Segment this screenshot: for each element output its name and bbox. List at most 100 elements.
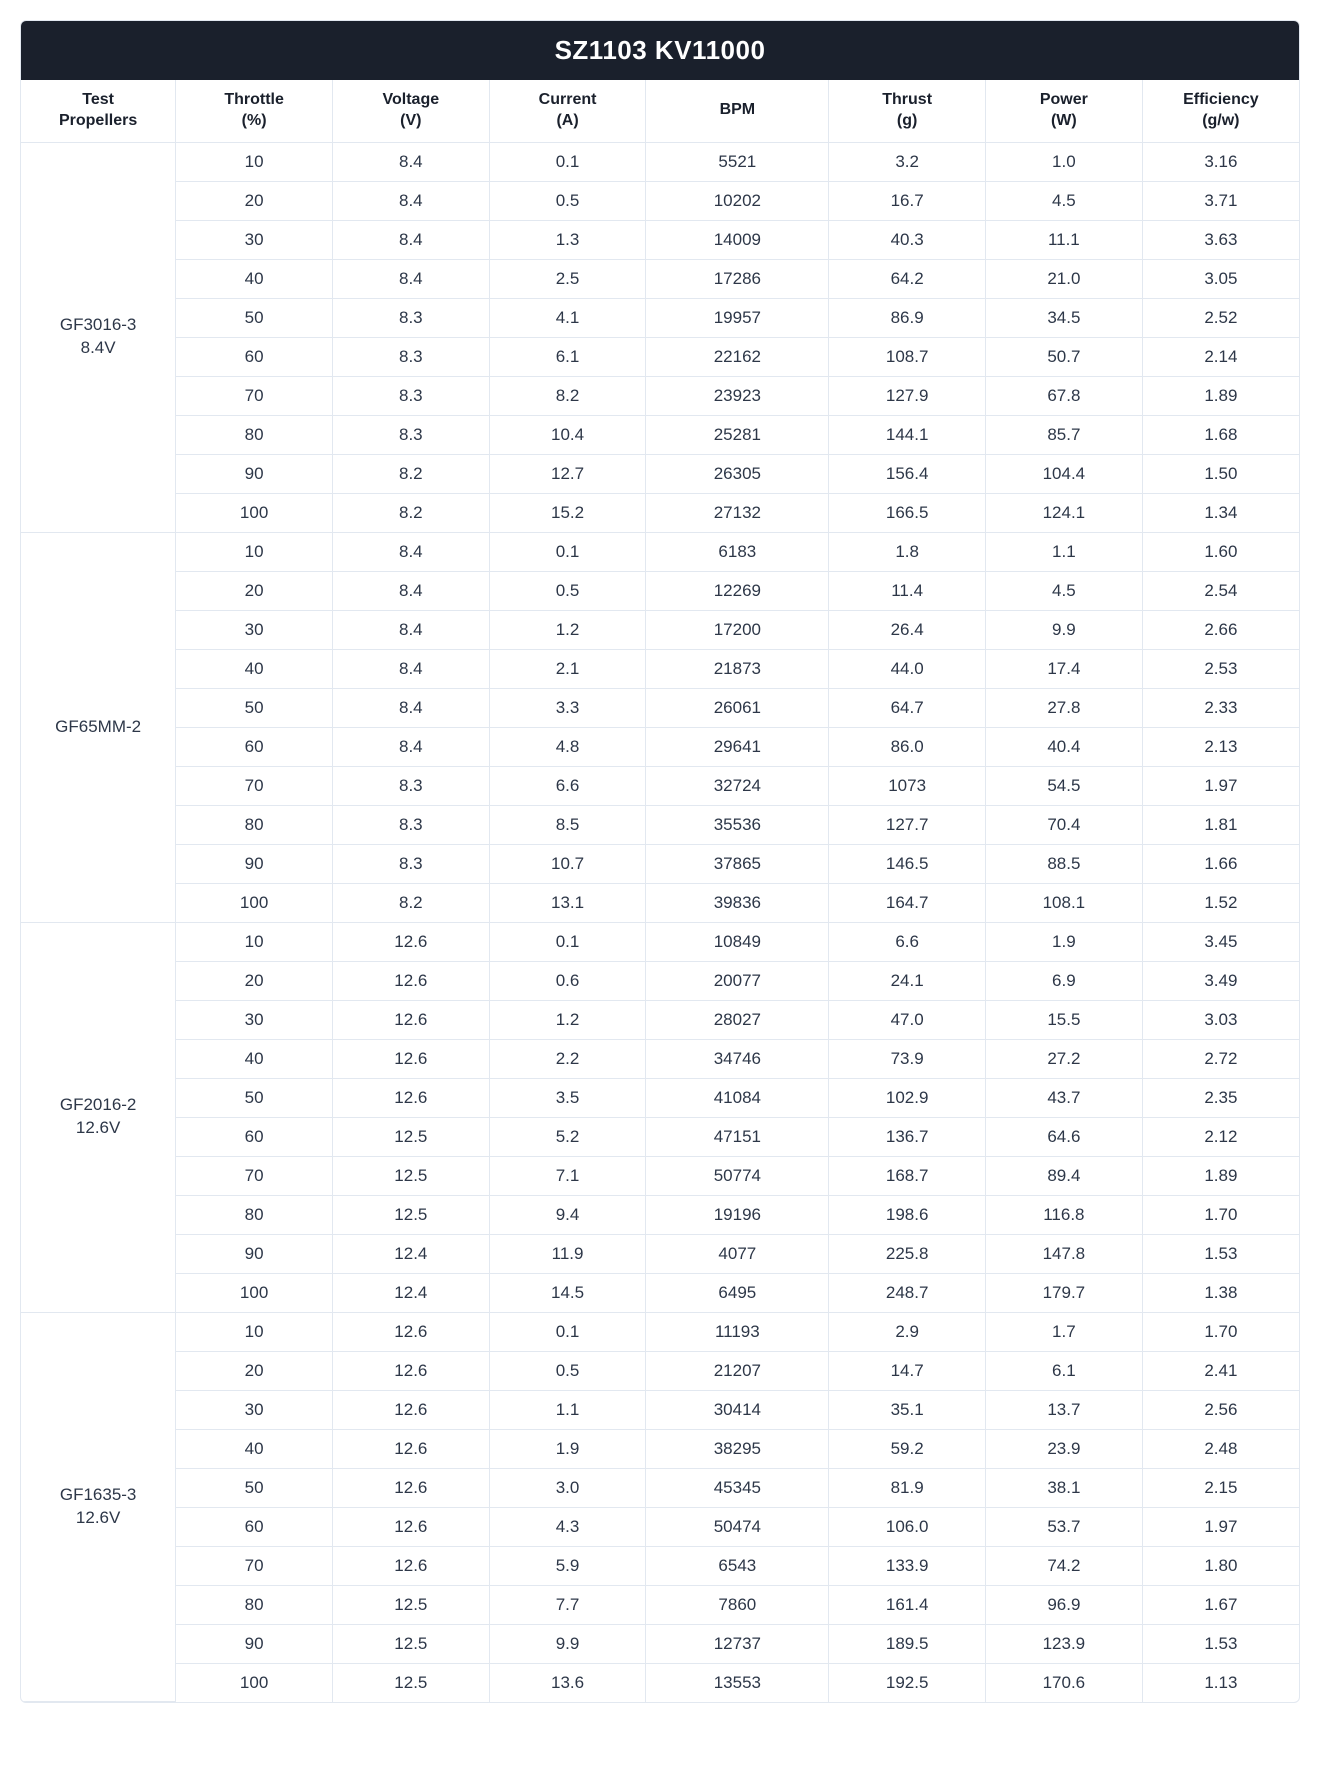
data-cell: 11193 — [646, 1312, 829, 1351]
data-cell: 60 — [176, 727, 333, 766]
data-cell: 4.3 — [489, 1507, 646, 1546]
data-cell: 1.9 — [489, 1429, 646, 1468]
data-cell: 21207 — [646, 1351, 829, 1390]
table-row: 808.310.425281144.185.71.68 — [21, 415, 1299, 454]
data-cell: 80 — [176, 1195, 333, 1234]
propeller-group: GF2016-212.6V1012.60.1108496.61.93.45201… — [21, 922, 1299, 1312]
data-cell: 168.7 — [829, 1156, 986, 1195]
data-cell: 64.2 — [829, 259, 986, 298]
data-cell: 40 — [176, 259, 333, 298]
data-cell: 1.7 — [986, 1312, 1143, 1351]
data-cell: 40 — [176, 649, 333, 688]
data-cell: 1.70 — [1142, 1312, 1299, 1351]
data-cell: 8.4 — [332, 649, 489, 688]
data-cell: 80 — [176, 1585, 333, 1624]
data-cell: 8.4 — [332, 688, 489, 727]
data-cell: 2.52 — [1142, 298, 1299, 337]
data-cell: 60 — [176, 337, 333, 376]
data-cell: 12.6 — [332, 922, 489, 961]
data-cell: 41084 — [646, 1078, 829, 1117]
data-cell: 8.2 — [332, 454, 489, 493]
data-cell: 24.1 — [829, 961, 986, 1000]
propeller-group: GF1635-312.6V1012.60.1111932.91.71.70201… — [21, 1312, 1299, 1702]
data-cell: 16.7 — [829, 181, 986, 220]
table-row: 708.36.632724107354.51.97 — [21, 766, 1299, 805]
data-cell: 12.5 — [332, 1624, 489, 1663]
propeller-name-cell: GF2016-212.6V — [21, 922, 176, 1312]
data-cell: 1.2 — [489, 1000, 646, 1039]
data-cell: 15.2 — [489, 493, 646, 532]
column-header: Current(A) — [489, 80, 646, 142]
data-cell: 108.7 — [829, 337, 986, 376]
data-cell: 3.63 — [1142, 220, 1299, 259]
data-cell: 50474 — [646, 1507, 829, 1546]
data-cell: 13553 — [646, 1663, 829, 1702]
data-cell: 2.41 — [1142, 1351, 1299, 1390]
data-cell: 3.5 — [489, 1078, 646, 1117]
column-header: Thrust(g) — [829, 80, 986, 142]
data-cell: 27.8 — [986, 688, 1143, 727]
data-cell: 45345 — [646, 1468, 829, 1507]
data-cell: 8.4 — [332, 610, 489, 649]
data-cell: 38.1 — [986, 1468, 1143, 1507]
data-cell: 90 — [176, 844, 333, 883]
data-cell: 8.2 — [332, 493, 489, 532]
table-row: 3012.61.22802747.015.53.03 — [21, 1000, 1299, 1039]
data-cell: 11.1 — [986, 220, 1143, 259]
data-cell: 0.5 — [489, 571, 646, 610]
data-cell: 6183 — [646, 532, 829, 571]
data-cell: 8.5 — [489, 805, 646, 844]
data-cell: 43.7 — [986, 1078, 1143, 1117]
data-cell: 1.2 — [489, 610, 646, 649]
data-cell: 7.7 — [489, 1585, 646, 1624]
data-cell: 27.2 — [986, 1039, 1143, 1078]
data-cell: 146.5 — [829, 844, 986, 883]
data-cell: 8.3 — [332, 805, 489, 844]
table-row: 2012.60.52120714.76.12.41 — [21, 1351, 1299, 1390]
data-cell: 14.7 — [829, 1351, 986, 1390]
data-cell: 144.1 — [829, 415, 986, 454]
data-cell: 1.0 — [986, 142, 1143, 181]
data-cell: 90 — [176, 1234, 333, 1273]
table-row: 10012.513.613553192.5170.61.13 — [21, 1663, 1299, 1702]
data-cell: 1.89 — [1142, 376, 1299, 415]
data-cell: 4.5 — [986, 181, 1143, 220]
data-cell: 30 — [176, 1000, 333, 1039]
data-cell: 2.48 — [1142, 1429, 1299, 1468]
data-cell: 2.53 — [1142, 649, 1299, 688]
data-cell: 198.6 — [829, 1195, 986, 1234]
data-cell: 11.4 — [829, 571, 986, 610]
data-cell: 60 — [176, 1507, 333, 1546]
data-cell: 17.4 — [986, 649, 1143, 688]
propeller-name-cell: GF3016-38.4V — [21, 142, 176, 532]
data-cell: 2.14 — [1142, 337, 1299, 376]
data-cell: 12.5 — [332, 1156, 489, 1195]
data-cell: 1.68 — [1142, 415, 1299, 454]
table-row: 8012.57.77860161.496.91.67 — [21, 1585, 1299, 1624]
data-cell: 12.6 — [332, 1039, 489, 1078]
data-cell: 12.6 — [332, 1000, 489, 1039]
data-cell: 1.97 — [1142, 766, 1299, 805]
data-cell: 12.5 — [332, 1663, 489, 1702]
data-cell: 64.6 — [986, 1117, 1143, 1156]
table-title: SZ1103 KV11000 — [21, 21, 1299, 80]
data-cell: 8.3 — [332, 376, 489, 415]
data-cell: 35536 — [646, 805, 829, 844]
data-cell: 12.5 — [332, 1195, 489, 1234]
data-cell: 1.34 — [1142, 493, 1299, 532]
data-cell: 54.5 — [986, 766, 1143, 805]
table-row: 3012.61.13041435.113.72.56 — [21, 1390, 1299, 1429]
data-cell: 10202 — [646, 181, 829, 220]
data-cell: 70 — [176, 766, 333, 805]
table-row: 6012.64.350474106.053.71.97 — [21, 1507, 1299, 1546]
data-cell: 26.4 — [829, 610, 986, 649]
data-cell: 13.7 — [986, 1390, 1143, 1429]
data-cell: 86.0 — [829, 727, 986, 766]
data-cell: 3.71 — [1142, 181, 1299, 220]
data-cell: 14009 — [646, 220, 829, 259]
data-cell: 1.38 — [1142, 1273, 1299, 1312]
table-row: 1008.213.139836164.7108.11.52 — [21, 883, 1299, 922]
data-cell: 20077 — [646, 961, 829, 1000]
data-cell: 30 — [176, 220, 333, 259]
data-cell: 9.9 — [489, 1624, 646, 1663]
